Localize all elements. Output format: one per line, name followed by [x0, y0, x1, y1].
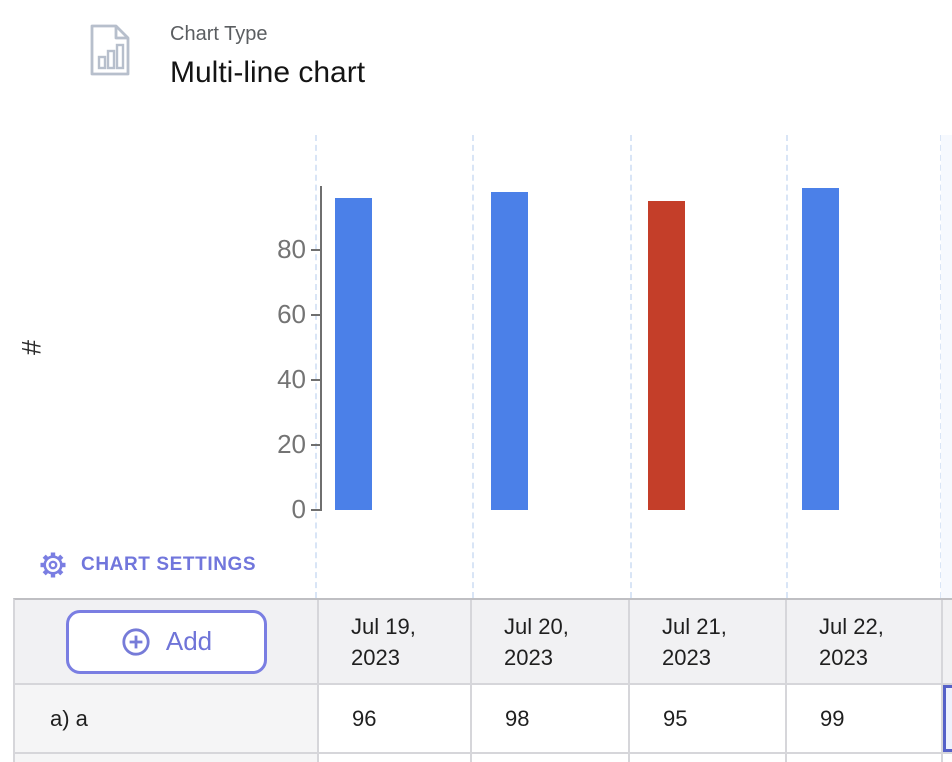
column-header-label: Jul 22, 2023: [819, 613, 884, 670]
bar-jul-22-2023[interactable]: [802, 188, 839, 510]
chart-settings-label: CHART SETTINGS: [81, 554, 257, 575]
next-row-cell[interactable]: [319, 754, 470, 762]
y-axis-tick-label: 80: [277, 234, 306, 264]
next-row-cell[interactable]: [787, 754, 941, 762]
add-button[interactable]: Add: [65, 609, 267, 674]
column-header-next[interactable]: [943, 600, 952, 683]
y-axis-title: #: [16, 339, 47, 356]
y-axis-tick: [311, 249, 321, 251]
y-axis-tick-label: 0: [291, 494, 306, 524]
bar-jul-19-2023[interactable]: [335, 198, 372, 510]
column-header-jul-19[interactable]: Jul 19, 2023: [319, 600, 470, 683]
chart-gridline: [630, 135, 632, 598]
chart-type-label: Chart Type: [170, 23, 268, 45]
column-header-label: Jul 19, 2023: [351, 613, 416, 670]
gear-icon: [40, 552, 66, 578]
next-row-cell[interactable]: [943, 754, 952, 762]
value-cell-jul-22[interactable]: 99: [787, 685, 941, 752]
add-button-label: Add: [165, 626, 213, 656]
y-axis-tick-label: 20: [277, 429, 306, 459]
next-row-label-cell[interactable]: [15, 754, 317, 762]
y-axis-tick-label: 40: [277, 364, 306, 394]
plus-circle-icon: [122, 627, 150, 656]
selected-value-cell[interactable]: [943, 685, 952, 752]
bar-jul-20-2023[interactable]: [491, 191, 528, 510]
value-cell-jul-20[interactable]: 98: [472, 685, 628, 752]
chart-document-icon: [90, 24, 130, 76]
chart-settings-button[interactable]: CHART SETTINGS: [37, 549, 256, 581]
highlighted-column-strip: [941, 135, 952, 598]
y-axis-tick: [311, 314, 321, 316]
data-table: Add Jul 19, 2023 Jul 20, 2023 Jul 21, 20…: [13, 598, 952, 762]
column-header-jul-20[interactable]: Jul 20, 2023: [472, 600, 628, 683]
y-axis-line: [320, 186, 322, 511]
chart-gridline: [786, 135, 788, 598]
next-row-cell[interactable]: [472, 754, 628, 762]
row-label-cell[interactable]: a) a: [15, 685, 317, 752]
y-axis-tick: [311, 509, 321, 511]
column-header-jul-21[interactable]: Jul 21, 2023: [630, 600, 785, 683]
chart-gridline: [315, 135, 317, 598]
value-cell-jul-21[interactable]: 95: [630, 685, 785, 752]
y-axis-tick: [311, 444, 321, 446]
chart-gridline: [472, 135, 474, 598]
bar-jul-21-2023[interactable]: [648, 201, 685, 510]
column-header-jul-22[interactable]: Jul 22, 2023: [787, 600, 941, 683]
add-column-header-cell: Add: [15, 600, 317, 683]
y-axis-tick: [311, 379, 321, 381]
column-header-label: Jul 21, 2023: [662, 613, 727, 670]
column-header-label: Jul 20, 2023: [504, 613, 569, 670]
next-row-cell[interactable]: [630, 754, 785, 762]
value-cell-jul-19[interactable]: 96: [319, 685, 470, 752]
page-title: Multi-line chart: [170, 56, 366, 89]
y-axis-tick-label: 60: [277, 299, 306, 329]
